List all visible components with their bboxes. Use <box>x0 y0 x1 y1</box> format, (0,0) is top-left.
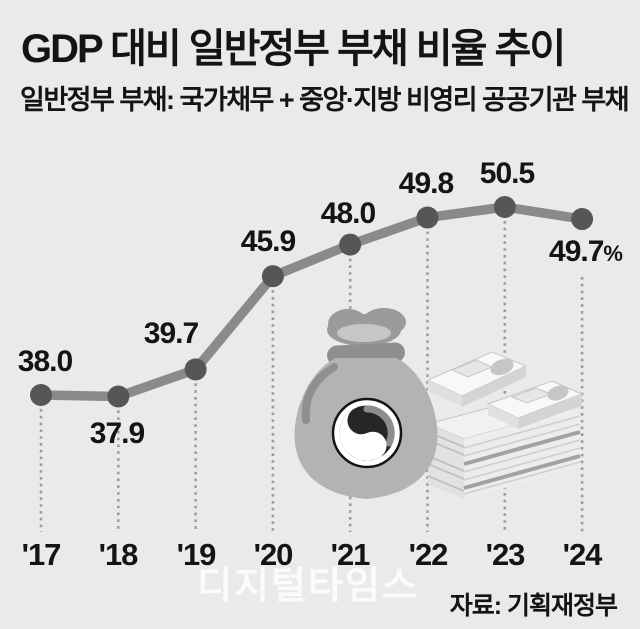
value-label-2019: 39.7 <box>143 317 199 350</box>
data-point <box>184 358 207 381</box>
value-label-2020: 45.9 <box>240 225 296 258</box>
year-tick-2024: '24 <box>562 537 603 572</box>
value-label-2021: 48.0 <box>320 197 376 230</box>
data-point <box>339 233 362 256</box>
data-point <box>571 208 594 231</box>
publisher-watermark: 디지털타임스 <box>197 565 419 608</box>
chart-subtitle: 일반정부 부채: 국가채무 + 중앙·지방 비영리 공공기관 부채 <box>20 85 630 115</box>
value-label-2023: 50.5 <box>479 157 535 190</box>
data-point <box>107 385 130 408</box>
year-tick-2017: '17 <box>21 537 62 572</box>
taegeuk-icon <box>331 397 403 469</box>
cash-stack-icon <box>426 351 584 499</box>
data-point <box>416 206 439 229</box>
data-point <box>493 196 516 218</box>
year-tick-2022: '22 <box>408 537 449 572</box>
value-label-2017: 38.0 <box>17 345 73 378</box>
chart-title: GDP 대비 일반정부 부채 비율 추이 <box>21 27 566 71</box>
data-point <box>30 384 52 406</box>
source-credit: 자료: 기획재정부 <box>449 592 618 620</box>
debt-ratio-series <box>30 196 594 408</box>
money-bag-icon <box>294 308 438 499</box>
value-label-2024: 49.7% <box>549 235 623 268</box>
percent-sign: % <box>603 241 623 266</box>
data-point <box>261 265 284 288</box>
value-label-2018: 37.9 <box>89 417 145 450</box>
year-tick-2020: '20 <box>253 537 294 572</box>
year-tick-2021: '21 <box>330 537 371 572</box>
year-tick-2019: '19 <box>176 537 217 572</box>
year-tick-2018: '18 <box>98 537 139 572</box>
year-tick-2023: '23 <box>485 537 526 572</box>
value-label-2022: 49.8 <box>398 167 454 200</box>
